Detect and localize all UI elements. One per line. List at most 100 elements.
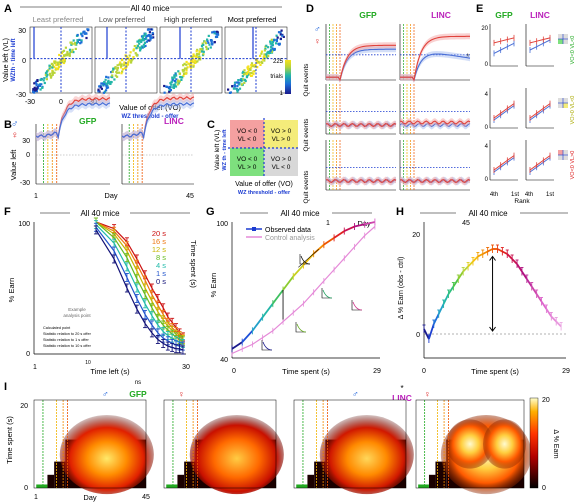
g-tick-100: 100 — [216, 221, 228, 228]
scatter-point — [279, 37, 282, 40]
e-side-label-2: VO>0 VL<0 — [570, 96, 576, 125]
scatter-point — [266, 51, 269, 54]
scatter-point — [183, 62, 186, 65]
scatter-point — [51, 66, 54, 69]
scatter-point — [36, 79, 39, 82]
scatter-point — [85, 36, 88, 40]
panel-e-plots — [489, 24, 568, 181]
scatter-point — [150, 28, 153, 31]
scatter-point — [176, 83, 179, 86]
observed-segment — [364, 221, 376, 226]
scatter-point — [211, 43, 214, 46]
observed-segment — [261, 303, 274, 318]
scatter-point — [51, 70, 54, 73]
scatter-point — [116, 67, 119, 70]
scatter-point — [233, 85, 237, 88]
observed-segment — [251, 316, 264, 332]
panel-c-xlabel: Value of offer (VO) — [235, 181, 293, 188]
scatter-point — [106, 86, 110, 89]
scatter-point — [210, 41, 213, 44]
scatter-point — [41, 86, 44, 89]
panel-d-ylabel-2: Quit events — [303, 118, 310, 152]
b-tick-x-1: 1 — [34, 193, 38, 200]
stair-step — [307, 474, 315, 488]
scatter-point — [201, 42, 204, 45]
panel-b-linc-plot — [121, 92, 195, 185]
subtitle-most: Most preferred — [228, 15, 277, 24]
scatter-point — [50, 75, 53, 78]
a-tick-y-zero: 0 — [22, 58, 26, 65]
scatter-point — [125, 65, 128, 68]
female-sem-band — [326, 120, 396, 130]
scatter-point — [279, 33, 282, 36]
arrow-head-down — [489, 326, 496, 332]
scatter-point — [174, 85, 178, 88]
scatter-point — [267, 54, 270, 57]
male-symbol-d: ♂ — [314, 24, 321, 34]
scatter-point — [33, 86, 36, 89]
scatter-point — [255, 59, 258, 62]
scatter-point — [250, 71, 253, 74]
scatter-point — [56, 68, 59, 71]
scatter-point — [269, 40, 272, 43]
scatter-point — [265, 53, 268, 56]
scatter-point — [63, 58, 66, 61]
panel-letter-i: I — [4, 381, 7, 393]
scatter-point — [143, 41, 147, 44]
scatter-point — [123, 67, 127, 70]
quadrant-vo-neg-vl-pos — [230, 148, 264, 176]
observed-segment — [292, 264, 305, 278]
scatter-point — [233, 81, 237, 84]
b-tick-0: 0 — [26, 152, 30, 159]
scatter-point — [34, 88, 37, 92]
scatter-point — [196, 48, 199, 51]
scatter-point — [241, 75, 244, 78]
heatmap-hotspot — [189, 414, 284, 495]
panel-c-wz-left: WZ th - time left — [222, 129, 228, 170]
scatter-point — [68, 48, 72, 51]
scatter-point — [246, 67, 250, 71]
scatter-point — [43, 81, 46, 85]
scatter-point — [178, 72, 181, 75]
scatter-point — [116, 71, 119, 74]
stair-step-green — [166, 484, 178, 488]
panel-i-linc-label: LINC — [392, 393, 412, 403]
panel-letter-g: G — [206, 206, 215, 218]
scatter-point — [109, 82, 112, 85]
f-tick-0: 0 — [26, 351, 30, 358]
panel-i-ylabel: Time spent (s) — [5, 416, 14, 464]
scatter-point — [243, 78, 247, 81]
scatter-point — [169, 86, 172, 89]
scatter-point — [133, 45, 136, 48]
scatter-point — [132, 56, 135, 59]
scatter-point — [134, 52, 137, 55]
scatter-point — [273, 48, 276, 51]
scatter-point — [182, 70, 185, 73]
scatter-point — [163, 91, 166, 94]
panel-b-ylabel: Value left — [9, 149, 18, 181]
scatter-point — [128, 54, 131, 57]
scatter-point — [105, 89, 108, 92]
scatter-point — [62, 59, 65, 62]
scatter-point — [144, 34, 147, 37]
scatter-point — [46, 70, 49, 73]
scatter-point — [61, 50, 64, 53]
scatter-point — [58, 53, 61, 57]
scatter-point — [260, 52, 263, 55]
observed-segment — [333, 230, 345, 239]
panel-a-wz-bottom: WZ threshold - offer — [122, 114, 180, 120]
scatter-point — [120, 58, 123, 61]
scatter-point — [216, 35, 219, 38]
scatter-point — [149, 38, 152, 41]
scatter-point — [70, 41, 73, 44]
scatter-point — [182, 69, 185, 72]
panel-c-ylabel: Value left (VL) — [214, 130, 221, 171]
scatter-point — [76, 33, 79, 37]
delta-segment — [437, 303, 445, 315]
scatter-point — [72, 39, 75, 42]
panel-b-xlabel: Day — [104, 191, 118, 200]
scatter-point — [229, 91, 232, 94]
quad-text-4a: VO > 0 — [271, 156, 292, 163]
male-line — [121, 102, 195, 140]
quadrant-vo-neg-vl-neg — [230, 120, 264, 148]
